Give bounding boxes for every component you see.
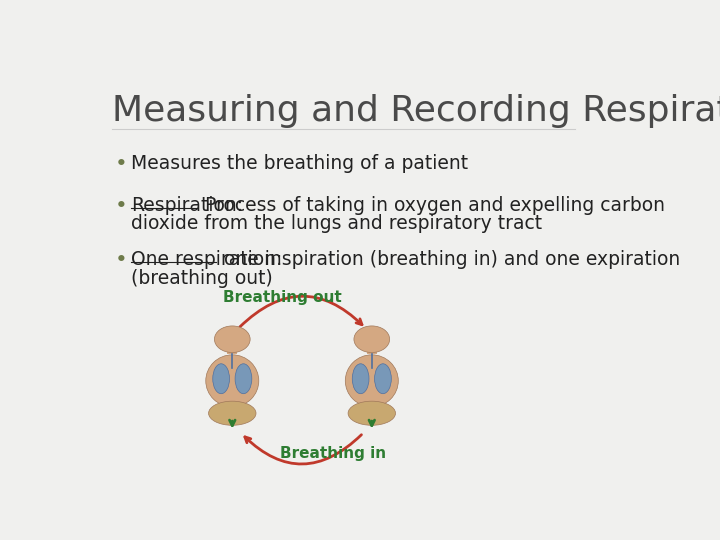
Circle shape (215, 326, 250, 353)
Text: One respiration:: One respiration: (131, 250, 282, 269)
Ellipse shape (235, 364, 252, 394)
Ellipse shape (206, 355, 258, 407)
Text: •: • (115, 154, 128, 174)
Text: (breathing out): (breathing out) (131, 268, 272, 287)
Bar (366, 337, 377, 354)
Text: Measuring and Recording Respirations: Measuring and Recording Respirations (112, 94, 720, 128)
Text: Process of taking in oxygen and expelling carbon: Process of taking in oxygen and expellin… (199, 196, 665, 215)
Ellipse shape (374, 364, 392, 394)
Ellipse shape (209, 401, 256, 426)
Text: •: • (115, 196, 128, 216)
Text: one inspiration (breathing in) and one expiration: one inspiration (breathing in) and one e… (217, 250, 680, 269)
Bar (228, 337, 238, 354)
Text: Breathing out: Breathing out (223, 290, 342, 305)
Ellipse shape (352, 364, 369, 394)
Ellipse shape (348, 401, 395, 426)
Text: •: • (115, 250, 128, 270)
Text: Breathing in: Breathing in (279, 446, 386, 461)
Circle shape (354, 326, 390, 353)
Text: Measures the breathing of a patient: Measures the breathing of a patient (131, 154, 468, 173)
Ellipse shape (213, 364, 230, 394)
Text: Respiration:: Respiration: (131, 196, 243, 215)
Text: dioxide from the lungs and respiratory tract: dioxide from the lungs and respiratory t… (131, 214, 542, 233)
Ellipse shape (346, 355, 398, 407)
